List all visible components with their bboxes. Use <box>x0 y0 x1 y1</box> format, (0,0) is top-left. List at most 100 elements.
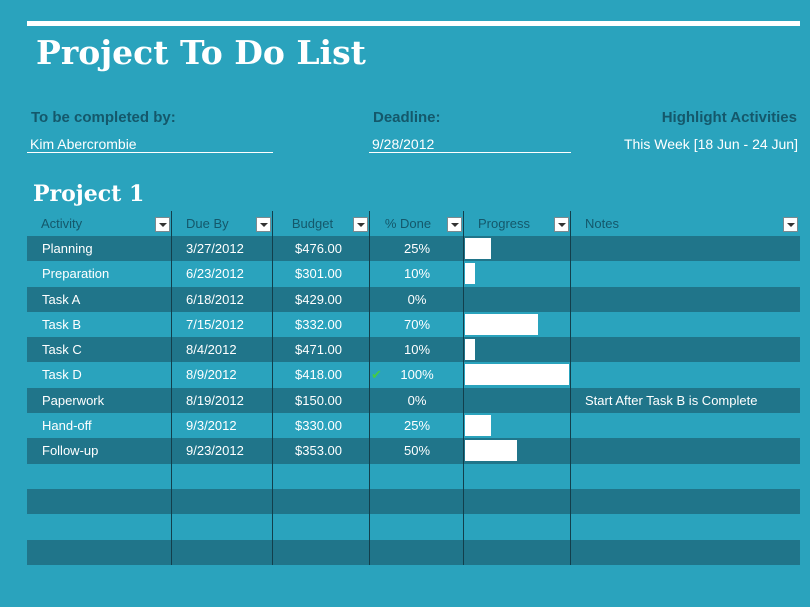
notes-cell[interactable] <box>585 236 800 261</box>
pct-cell[interactable]: 50% <box>403 443 431 459</box>
check-icon: ✔ <box>371 367 382 383</box>
table-body: Planning 3/27/2012 $476.00 25% Preparation 6/… <box>27 236 800 565</box>
table-row[interactable]: Task D 8/9/2012 $418.00 100% ✔ <box>27 362 800 388</box>
budget-cell[interactable]: $476.00 <box>295 241 342 256</box>
budget-filter-icon[interactable] <box>353 217 368 232</box>
due-cell[interactable]: 8/4/2012 <box>186 342 237 358</box>
table-row[interactable]: Planning 3/27/2012 $476.00 25% <box>27 236 800 262</box>
budget-cell[interactable]: $353.00 <box>295 443 342 459</box>
pct-cell[interactable]: 0% <box>407 392 427 408</box>
notes-cell[interactable] <box>585 337 800 362</box>
table-row[interactable]: Preparation 6/23/2012 $301.00 10% <box>27 261 800 287</box>
activity-cell[interactable]: Task C <box>42 342 82 358</box>
budget-cell[interactable]: $471.00 <box>295 342 342 358</box>
column-divider <box>570 211 571 565</box>
due-cell[interactable]: 7/15/2012 <box>186 316 244 332</box>
table-header: Activity Due By Budget % Done Progress N… <box>27 211 800 236</box>
table-row[interactable]: Hand-off 9/3/2012 $330.00 25% <box>27 413 800 439</box>
col-header-due: Due By <box>172 211 273 236</box>
table-row[interactable] <box>27 514 800 540</box>
activity-cell[interactable]: Task B <box>42 316 82 332</box>
notes-cell[interactable] <box>585 413 800 438</box>
column-divider <box>369 211 370 565</box>
activity-cell[interactable]: Task D <box>42 367 82 383</box>
pct-cell[interactable]: 25% <box>403 241 431 256</box>
notes-cell[interactable]: Start After Task B is Complete <box>585 392 758 408</box>
col-header-progress: Progress <box>464 211 571 236</box>
progress-bar <box>465 313 538 335</box>
notes-filter-icon[interactable] <box>783 217 798 232</box>
table-row[interactable]: Task B 7/15/2012 $332.00 70% <box>27 311 800 338</box>
due-cell[interactable]: 3/27/2012 <box>186 241 244 256</box>
notes-cell[interactable] <box>585 261 800 286</box>
progress-bar <box>465 364 569 386</box>
activity-cell[interactable]: Preparation <box>42 266 110 282</box>
highlight-label: Highlight Activities <box>661 109 797 126</box>
completed-by-field[interactable]: Kim Abercrombie <box>27 135 273 153</box>
col-header-due-label: Due By <box>186 216 229 231</box>
activity-cell[interactable]: Paperwork <box>42 392 105 408</box>
activity-cell[interactable]: Follow-up <box>42 443 99 459</box>
deadline-field[interactable]: 9/28/2012 <box>369 135 571 153</box>
col-header-activity-label: Activity <box>41 216 83 231</box>
col-header-budget: Budget <box>273 211 370 236</box>
notes-cell[interactable] <box>585 362 800 387</box>
budget-cell[interactable]: $150.00 <box>295 392 342 408</box>
due-cell[interactable]: 6/18/2012 <box>186 291 244 307</box>
progress-bar <box>465 238 491 259</box>
column-divider <box>272 211 273 565</box>
table-row[interactable] <box>27 488 800 515</box>
pct-cell[interactable]: 10% <box>403 266 431 282</box>
pct-cell[interactable]: 10% <box>403 342 431 358</box>
activity-cell[interactable]: Planning <box>42 241 93 256</box>
progress-bar <box>465 440 517 462</box>
table-row[interactable] <box>27 539 800 565</box>
progress-bar <box>465 415 491 437</box>
due-cell[interactable]: 6/23/2012 <box>186 266 244 282</box>
budget-cell[interactable]: $330.00 <box>295 418 342 434</box>
todo-table: Activity Due By Budget % Done Progress N… <box>27 211 800 565</box>
due-cell[interactable]: 9/23/2012 <box>186 443 244 459</box>
activity-cell[interactable]: Task A <box>42 291 81 307</box>
due-cell[interactable]: 9/3/2012 <box>186 418 237 434</box>
column-divider <box>463 211 464 565</box>
due-cell[interactable]: 8/19/2012 <box>186 392 244 408</box>
budget-cell[interactable]: $332.00 <box>295 316 342 332</box>
budget-cell[interactable]: $429.00 <box>295 291 342 307</box>
column-divider <box>171 211 172 565</box>
col-header-activity: Activity <box>27 211 172 236</box>
table-row[interactable] <box>27 463 800 489</box>
col-header-pct: % Done <box>370 211 464 236</box>
progress-bar <box>465 263 475 285</box>
pct-filter-icon[interactable] <box>447 217 462 232</box>
col-header-progress-label: Progress <box>478 216 531 231</box>
table-row[interactable]: Task C 8/4/2012 $471.00 10% <box>27 337 800 363</box>
pct-cell[interactable]: 0% <box>407 291 427 307</box>
notes-cell[interactable] <box>585 438 800 463</box>
pct-cell[interactable]: 25% <box>403 418 431 434</box>
notes-cell[interactable] <box>585 287 800 312</box>
activity-cell[interactable]: Hand-off <box>42 418 92 434</box>
table-row[interactable]: Task A 6/18/2012 $429.00 0% <box>27 286 800 312</box>
due-filter-icon[interactable] <box>256 217 271 232</box>
progress-bar <box>465 339 475 361</box>
table-row[interactable]: Paperwork 8/19/2012 $150.00 0% Start After T… <box>27 387 800 414</box>
budget-cell[interactable]: $418.00 <box>295 367 342 383</box>
col-header-pct-label: % Done <box>384 216 432 231</box>
notes-cell[interactable] <box>585 312 800 337</box>
col-header-budget-label: Budget <box>291 216 334 231</box>
top-rule <box>27 21 800 26</box>
pct-cell[interactable]: 100% <box>400 367 434 383</box>
budget-cell[interactable]: $301.00 <box>295 266 342 282</box>
table-row[interactable]: Follow-up 9/23/2012 $353.00 50% <box>27 438 800 464</box>
col-header-notes-label: Notes <box>585 216 619 231</box>
highlight-value[interactable]: This Week [18 Jun - 24 Jun] <box>623 136 798 152</box>
pct-cell[interactable]: 70% <box>403 316 431 332</box>
section-title: Project 1 <box>33 181 145 207</box>
progress-filter-icon[interactable] <box>554 217 569 232</box>
activity-filter-icon[interactable] <box>155 217 170 232</box>
col-header-notes: Notes <box>571 211 800 236</box>
deadline-label: Deadline: <box>373 109 441 126</box>
page-title: Project To Do List <box>36 33 366 72</box>
due-cell[interactable]: 8/9/2012 <box>186 367 237 383</box>
